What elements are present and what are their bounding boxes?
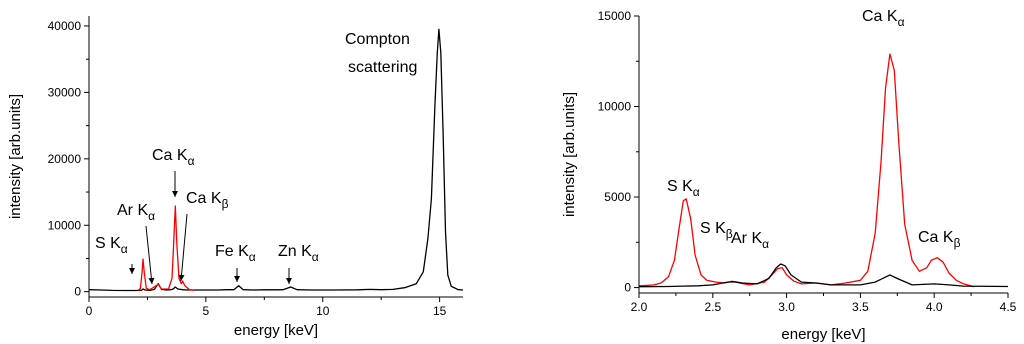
arrow-head [148,277,155,284]
x-tick-label: 15 [433,304,447,318]
arrow-head [129,268,135,274]
y-tick-label: 15000 [598,9,632,23]
axes [88,16,463,298]
peak-label-subscript: β [954,236,961,250]
peak-label-subscript: α [148,209,155,223]
chart-1: 0 5 10 15 0 10000 20000 30000 40000 energy [keV] i… [7,16,464,339]
arrow-head [234,276,240,282]
x-axis-label: energy [keV] [781,326,865,343]
peak-label-subscript: β [222,197,229,211]
x-tick-label: 2.5 [704,300,721,314]
peak-label: Ar Kα [117,202,155,223]
arrow-head [286,278,292,284]
peak-label: Ca Kα [862,8,905,29]
arrow-line [145,225,153,285]
y-tick-label: 5000 [604,190,631,204]
peak-label-subscript: α [121,242,128,256]
arrow-head [178,274,185,281]
x-tick-label: 4.5 [1000,300,1017,314]
peak-label-compton: Compton [345,31,410,48]
x-tick-label: 10 [316,304,330,318]
y-tick-label: 20000 [48,152,82,166]
y-tick-label: 10000 [598,100,632,114]
y-axis-label: intensity [arb.units] [7,94,24,219]
y-tick-label: 10000 [48,218,82,232]
chart-2: 2.0 2.5 3.0 3.5 4.0 4.5 0 5000 10000 15000 energy … [561,8,1017,343]
x-tick-label: 3.0 [778,300,795,314]
y-tick-label: 0 [624,281,631,295]
peak-label-subscript: α [188,154,195,168]
peak-label-scattering: scattering [348,59,417,76]
x-tick-label: 3.5 [852,300,869,314]
y-tick-label: 40000 [48,19,82,33]
peak-label: S Kα [95,235,128,256]
peak-label: S Kβ [700,220,733,241]
peak-label: Ar Kα [731,230,769,251]
arrow-head [172,191,178,197]
x-tick-label: 0 [86,304,93,318]
peak-label-subscript: α [312,250,319,264]
peak-label-subscript: α [762,237,769,251]
peak-label: Ca Kβ [186,190,229,211]
peak-label: Zn Kα [278,243,319,264]
peak-label: Fe Kα [215,243,256,264]
arrow-line [180,213,188,282]
series-line-1 [638,53,975,288]
x-axis-label: energy [keV] [234,322,318,339]
series-line-1 [88,28,464,292]
peak-label: S Kα [667,178,700,199]
series-line-2 [638,263,1009,288]
peak-label-subscript: β [726,227,733,241]
x-tick-label: 2.0 [631,300,648,314]
peak-label-subscript: α [898,15,905,29]
x-tick-label: 4.0 [926,300,943,314]
x-tick-label: 5 [203,304,210,318]
y-axis-label: intensity [arb.units] [561,92,578,217]
series-line-2 [137,205,195,292]
peak-label: Ca Kα [152,147,195,168]
peak-label-subscript: α [693,185,700,199]
y-tick-label: 0 [74,285,81,299]
peak-label: Ca Kβ [918,229,961,250]
peak-label-subscript: α [249,250,256,264]
y-tick-label: 30000 [48,85,82,99]
